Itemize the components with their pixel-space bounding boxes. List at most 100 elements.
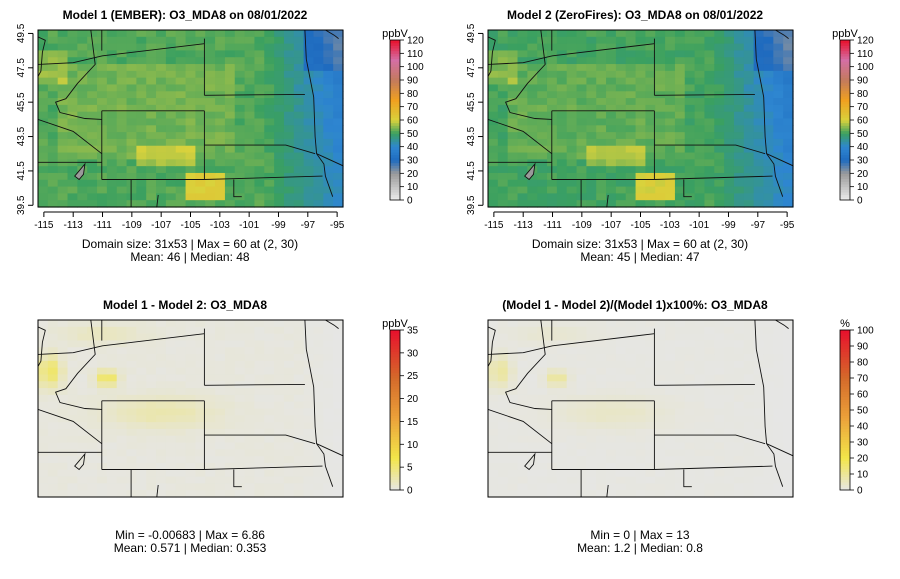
heatmap-cell: [67, 64, 78, 72]
heatmap-cell: [625, 70, 637, 79]
colorbar-swatch: [840, 189, 850, 193]
heatmap-cell: [215, 462, 226, 471]
heatmap-cell: [293, 347, 305, 355]
heatmap-cell: [517, 462, 528, 471]
heatmap-cell: [274, 166, 285, 174]
heatmap-cell: [57, 462, 69, 471]
heatmap-cell: [38, 388, 49, 396]
heatmap-cell: [674, 152, 686, 160]
heatmap-cell: [586, 91, 597, 99]
heatmap-cell: [596, 428, 607, 437]
heatmap-cell: [556, 91, 568, 99]
heatmap-cell: [136, 111, 147, 120]
heatmap-cell: [205, 354, 216, 362]
heatmap-cell: [704, 333, 715, 342]
heatmap-cell: [244, 84, 256, 92]
heatmap-cell: [106, 333, 118, 342]
heatmap-cell: [224, 118, 236, 126]
heatmap-cell: [293, 408, 305, 416]
heatmap-cell: [77, 30, 88, 38]
heatmap-cell: [488, 326, 499, 335]
heatmap-cell: [205, 172, 216, 181]
colorbar-swatch: [840, 146, 850, 150]
heatmap-cell: [293, 77, 305, 86]
heatmap-cell: [733, 132, 745, 140]
heatmap-cell: [195, 111, 206, 120]
heatmap-cell: [733, 449, 745, 457]
heatmap-cell: [566, 91, 578, 99]
heatmap-cell: [566, 326, 578, 335]
heatmap-cell: [185, 374, 197, 382]
colorbar-swatch: [840, 471, 850, 475]
boundary-line: [504, 320, 552, 410]
heatmap-cell: [234, 347, 246, 355]
boundary-line: [233, 469, 242, 488]
heatmap-cell: [783, 408, 794, 416]
colorbar-swatch: [390, 194, 400, 198]
heatmap-cell: [254, 469, 265, 478]
heatmap-cell: [714, 326, 725, 335]
heatmap-cell: [165, 435, 177, 444]
heatmap-cell: [136, 159, 147, 167]
heatmap-cell: [665, 483, 676, 491]
heatmap-cell: [106, 442, 118, 450]
heatmap-cell: [38, 166, 49, 174]
heatmap-cell: [684, 111, 696, 120]
heatmap-cell: [537, 490, 548, 498]
colorbar-swatch: [840, 104, 850, 108]
heatmap-cell: [77, 172, 88, 181]
colorbar-tick-label: 10: [857, 470, 869, 481]
colorbar-swatch: [390, 85, 400, 89]
heatmap-cell: [165, 30, 177, 38]
heatmap-cell: [517, 104, 528, 113]
heatmap-cell: [87, 159, 98, 167]
heatmap-cell: [684, 408, 696, 416]
heatmap-cell: [625, 360, 637, 369]
heatmap-cell: [97, 381, 108, 389]
heatmap-cell: [165, 118, 177, 126]
heatmap-cell: [517, 200, 528, 208]
heatmap-cell: [205, 57, 216, 65]
heatmap-cell: [714, 388, 725, 396]
heatmap-cell: [724, 347, 735, 355]
heatmap-cell: [507, 118, 519, 126]
heatmap-cell: [665, 125, 676, 133]
heatmap-cell: [645, 476, 656, 484]
heatmap-cell: [645, 98, 656, 106]
colorbar-swatch: [840, 58, 850, 62]
panel-title: Model 1 (EMBER): O3_MDA8 on 08/01/2022: [62, 8, 308, 22]
heatmap-cell: [714, 347, 725, 355]
colorbar-swatch: [840, 463, 850, 467]
heatmap-cell: [615, 98, 627, 106]
heatmap-cell: [195, 394, 206, 403]
heatmap-cell: [185, 91, 197, 99]
heatmap-cell: [323, 415, 334, 423]
heatmap-cell: [244, 98, 256, 106]
heatmap-cell: [714, 50, 725, 58]
heatmap-cell: [38, 98, 49, 106]
heatmap-cell: [244, 320, 256, 328]
heatmap-cell: [116, 91, 128, 99]
heatmap-cell: [303, 367, 315, 376]
heatmap-cell: [665, 320, 676, 328]
heatmap-cell: [333, 374, 344, 382]
heatmap-cell: [497, 91, 509, 99]
heatmap-cell: [47, 57, 59, 65]
heatmap-cell: [724, 70, 735, 79]
heatmap-cell: [773, 166, 784, 174]
heatmap-cell: [743, 326, 755, 335]
heatmap-cell: [537, 469, 548, 478]
x-tick-label: -97: [751, 220, 766, 231]
heatmap-cell: [704, 354, 715, 362]
heatmap-cell: [126, 320, 137, 328]
heatmap-cell: [606, 354, 617, 362]
heatmap-cell: [57, 64, 69, 72]
heatmap-cell: [497, 152, 509, 160]
colorbar-swatch: [390, 351, 400, 355]
heatmap-cell: [665, 70, 676, 79]
heatmap-cell: [323, 159, 334, 167]
heatmap-cell: [185, 367, 197, 376]
heatmap-cell: [753, 340, 765, 348]
heatmap-cell: [126, 367, 137, 376]
